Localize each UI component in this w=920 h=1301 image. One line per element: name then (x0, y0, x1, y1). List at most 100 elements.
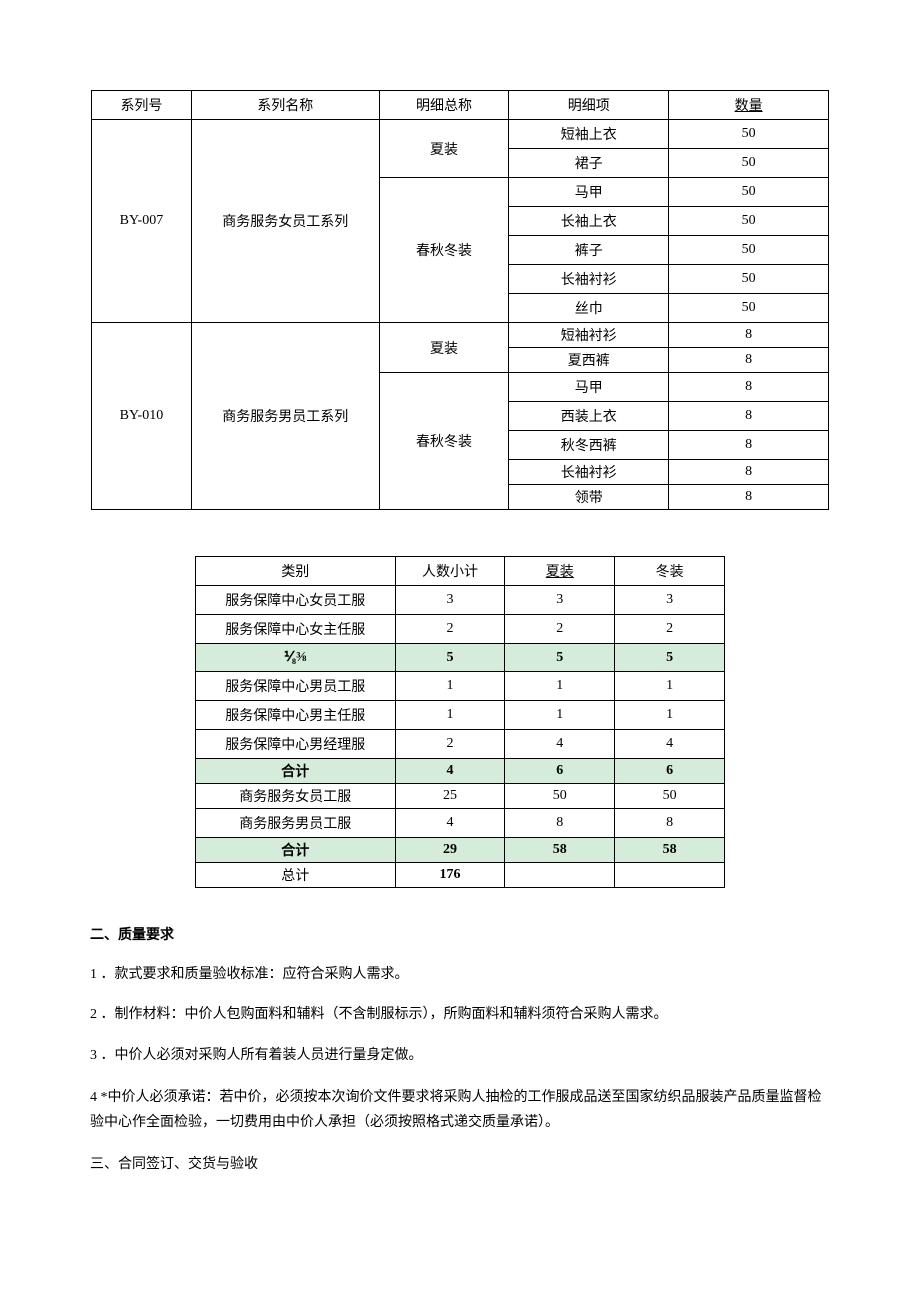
cell: 50 (615, 784, 725, 809)
cell-qty: 50 (669, 149, 829, 178)
cell: 服务保障中心女主任服 (196, 615, 396, 644)
cell: 服务保障中心男经理服 (196, 730, 396, 759)
quality-section-title: 二、质量要求 (90, 924, 830, 944)
table-row: 合计466 (196, 759, 725, 784)
cell-series-no: BY-007 (92, 120, 192, 323)
table-row: 服务保障中心男主任服111 (196, 701, 725, 730)
table-row: 商务服务女员工服255050 (196, 784, 725, 809)
cell: 3 (395, 586, 505, 615)
cell: 服务保障中心男主任服 (196, 701, 396, 730)
cell-qty: 8 (669, 460, 829, 485)
cell: 1 (395, 672, 505, 701)
header-series-name: 系列名称 (191, 91, 379, 120)
cell-qty: 50 (669, 207, 829, 236)
cell: 2 (505, 615, 615, 644)
table-row: 服务保障中心男经理服244 (196, 730, 725, 759)
cell: 29 (395, 838, 505, 863)
cell: 服务保障中心男员工服 (196, 672, 396, 701)
cell: 2 (395, 615, 505, 644)
cell: 商务服务女员工服 (196, 784, 396, 809)
cell-detail-item: 短袖衬衫 (509, 323, 669, 348)
table-row: 服务保障中心女员工服333 (196, 586, 725, 615)
cell: 1 (615, 701, 725, 730)
series-details-table: 系列号 系列名称 明细总称 明细项 数量 BY-007商务服务女员工系列夏装短袖… (91, 90, 829, 510)
cell: 2 (615, 615, 725, 644)
cell: 176 (395, 863, 505, 888)
cell-detail-item: 丝巾 (509, 294, 669, 323)
cell-detail-item: 长袖衬衫 (509, 265, 669, 294)
cell-detail-total: 春秋冬装 (379, 373, 509, 510)
cell-detail-total: 春秋冬装 (379, 178, 509, 323)
cell: 58 (615, 838, 725, 863)
cell-qty: 50 (669, 294, 829, 323)
table-row: BY-007商务服务女员工系列夏装短袖上衣50 (92, 120, 829, 149)
cell-detail-item: 马甲 (509, 373, 669, 402)
table-row: ⅟₈⅜555 (196, 644, 725, 672)
cell-qty: 8 (669, 431, 829, 460)
cell-detail-item: 短袖上衣 (509, 120, 669, 149)
cell-detail-item: 夏西裤 (509, 348, 669, 373)
cell: 6 (615, 759, 725, 784)
cell: 8 (615, 809, 725, 838)
quality-item-2: 2 ．制作材料：中价人包购面料和辅料（不含制服标示），所购面料和辅料须符合采购人… (90, 1004, 830, 1026)
cell-qty: 8 (669, 373, 829, 402)
table-row: 合计295858 (196, 838, 725, 863)
cell: 5 (505, 644, 615, 672)
cell-series-name: 商务服务男员工系列 (191, 323, 379, 510)
quality-item-4: 4 *中价人必须承诺：若中价，必须按本次询价文件要求将采购人抽检的工作服成品送至… (90, 1085, 830, 1135)
cell (505, 863, 615, 888)
cell: 3 (615, 586, 725, 615)
table-row: 总计176 (196, 863, 725, 888)
cell-detail-total: 夏装 (379, 120, 509, 178)
table-row: 服务保障中心女主任服222 (196, 615, 725, 644)
cell: 25 (395, 784, 505, 809)
cell-detail-item: 马甲 (509, 178, 669, 207)
cell-detail-item: 秋冬西裤 (509, 431, 669, 460)
cell: 4 (395, 759, 505, 784)
cell-detail-item: 领带 (509, 485, 669, 510)
cell-detail-item: 长袖上衣 (509, 207, 669, 236)
cell: 4 (505, 730, 615, 759)
cell-detail-item: 长袖衬衫 (509, 460, 669, 485)
header-subtotal: 人数小计 (395, 557, 505, 586)
quality-item-1: 1 ．款式要求和质量验收标准：应符合采购人需求。 (90, 964, 830, 986)
header-winter: 冬装 (615, 557, 725, 586)
cell: ⅟₈⅜ (196, 644, 396, 672)
cell-qty: 50 (669, 236, 829, 265)
header-series-no: 系列号 (92, 91, 192, 120)
cell: 8 (505, 809, 615, 838)
header-summer: 夏装 (505, 557, 615, 586)
cell: 商务服务男员工服 (196, 809, 396, 838)
cell-series-name: 商务服务女员工系列 (191, 120, 379, 323)
header-detail-item: 明细项 (509, 91, 669, 120)
table-header-row: 类别 人数小计 夏装 冬装 (196, 557, 725, 586)
cell: 6 (505, 759, 615, 784)
cell-qty: 50 (669, 178, 829, 207)
cell: 2 (395, 730, 505, 759)
cell-detail-item: 裙子 (509, 149, 669, 178)
cell: 合计 (196, 838, 396, 863)
cell: 4 (395, 809, 505, 838)
cell-qty: 8 (669, 348, 829, 373)
header-category: 类别 (196, 557, 396, 586)
cell: 1 (615, 672, 725, 701)
cell-qty: 50 (669, 120, 829, 149)
cell (615, 863, 725, 888)
cell: 合计 (196, 759, 396, 784)
cell: 50 (505, 784, 615, 809)
table-row: 商务服务男员工服488 (196, 809, 725, 838)
cell-qty: 50 (669, 265, 829, 294)
cell: 总计 (196, 863, 396, 888)
cell: 4 (615, 730, 725, 759)
cell-detail-item: 裤子 (509, 236, 669, 265)
table-row: BY-010商务服务男员工系列夏装短袖衬衫8 (92, 323, 829, 348)
cell-qty: 8 (669, 323, 829, 348)
cell: 5 (615, 644, 725, 672)
cell-series-no: BY-010 (92, 323, 192, 510)
contract-section-title: 三、合同签订、交货与验收 (90, 1154, 830, 1176)
category-summary-table: 类别 人数小计 夏装 冬装 服务保障中心女员工服333服务保障中心女主任服222… (195, 556, 725, 888)
cell-qty: 8 (669, 402, 829, 431)
cell-detail-item: 西装上衣 (509, 402, 669, 431)
header-detail-total: 明细总称 (379, 91, 509, 120)
table-row: 服务保障中心男员工服111 (196, 672, 725, 701)
